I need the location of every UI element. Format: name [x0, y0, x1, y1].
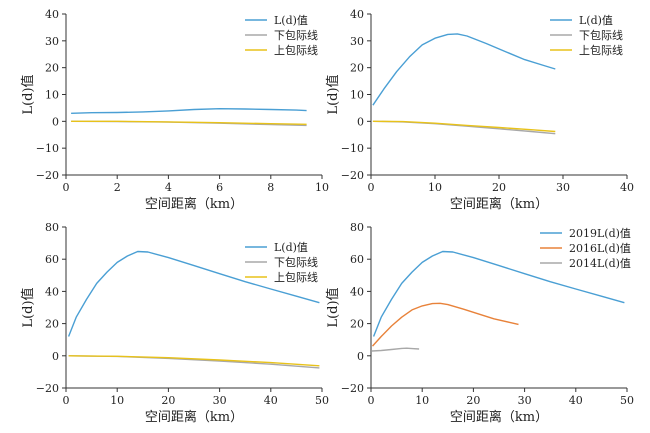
- y-tick-label: 40: [45, 285, 59, 298]
- legend-label-1: L(d)值: [274, 241, 308, 254]
- series-line-3: [68, 355, 320, 367]
- y-axis-label: L(d)值: [325, 287, 341, 327]
- series-line-1: [372, 33, 556, 106]
- series-line-3: [371, 347, 420, 352]
- y-tick-label: 40: [45, 8, 59, 21]
- y-tick-label: 60: [350, 253, 364, 266]
- x-tick-label: 0: [63, 394, 70, 407]
- x-axis-label: 空间距离（km）: [145, 409, 243, 425]
- x-tick-label: 6: [216, 181, 223, 194]
- legend: 2019L(d)值 2016L(d)值 2014L(d)值: [540, 227, 631, 270]
- y-tick-label: −10: [36, 142, 59, 155]
- x-tick-label: 4: [165, 181, 172, 194]
- legend-label-3: 上包际线: [274, 43, 318, 57]
- y-tick-label: 20: [350, 318, 364, 331]
- y-tick-label: 30: [350, 35, 364, 48]
- legend-label-2: 下包际线: [274, 255, 318, 269]
- y-tick-label: 30: [45, 35, 59, 48]
- y-tick-label: −10: [341, 142, 364, 155]
- y-tick-label: 40: [350, 8, 364, 21]
- series-line-2: [372, 120, 556, 135]
- series-line-3: [372, 120, 556, 133]
- y-tick-label: −20: [341, 382, 364, 395]
- x-tick-label: 10: [110, 394, 124, 407]
- y-tick-label: 60: [45, 253, 59, 266]
- y-tick-label: −20: [341, 169, 364, 182]
- legend-label-2: 下包际线: [274, 28, 318, 42]
- y-tick-label: −20: [36, 382, 59, 395]
- x-tick-label: 30: [556, 181, 570, 194]
- x-tick-label: 40: [569, 394, 583, 407]
- x-tick-label: 50: [315, 394, 329, 407]
- legend-label-1: 2019L(d)值: [569, 227, 631, 240]
- x-tick-label: 30: [213, 394, 227, 407]
- x-tick-label: 20: [492, 181, 506, 194]
- y-tick-label: 80: [350, 221, 364, 234]
- y-axis-label: L(d)值: [325, 74, 341, 114]
- y-tick-label: 20: [45, 62, 59, 75]
- y-tick-label: 10: [350, 89, 364, 102]
- x-tick-label: 40: [264, 394, 278, 407]
- x-tick-label: 50: [620, 394, 634, 407]
- legend-label-3: 2014L(d)值: [569, 257, 631, 270]
- x-tick-label: 10: [415, 394, 429, 407]
- legend-label-1: L(d)值: [274, 14, 308, 27]
- y-tick-label: 40: [350, 285, 364, 298]
- legend-label-1: L(d)值: [579, 14, 613, 27]
- x-tick-label: 20: [466, 394, 480, 407]
- legend-label-3: 上包际线: [274, 270, 318, 284]
- series-line-2: [68, 355, 320, 369]
- chart-panel-4: −20 0 20 40 60 80 0 10 20 30 40 50 空间距离（km） L(d)值 2019…: [325, 221, 634, 425]
- legend-label-2: 下包际线: [579, 28, 623, 42]
- series-line-1: [67, 250, 320, 337]
- y-axis-label: L(d)值: [20, 74, 36, 114]
- x-tick-label: 0: [368, 181, 375, 194]
- y-tick-label: 20: [45, 318, 59, 331]
- x-tick-label: 10: [315, 181, 329, 194]
- x-tick-label: 8: [267, 181, 274, 194]
- x-tick-label: 30: [518, 394, 532, 407]
- series-line-2: [371, 302, 519, 347]
- x-axis-label: 空间距离（km）: [450, 196, 548, 212]
- x-axis-label: 空间距离（km）: [145, 196, 243, 212]
- x-tick-label: 2: [114, 181, 121, 194]
- x-tick-label: 10: [428, 181, 442, 194]
- x-axis-label: 空间距离（km）: [450, 409, 548, 425]
- y-axis-label: L(d)值: [20, 287, 36, 327]
- y-tick-label: −20: [36, 169, 59, 182]
- x-tick-label: 0: [368, 394, 375, 407]
- legend-label-3: 上包际线: [579, 43, 623, 57]
- legend-label-2: 2016L(d)值: [569, 242, 631, 255]
- x-tick-label: 40: [620, 181, 634, 194]
- series-line-1: [372, 250, 625, 337]
- y-tick-label: 10: [45, 89, 59, 102]
- y-tick-label: 0: [52, 350, 59, 363]
- y-tick-label: 0: [357, 115, 364, 128]
- x-tick-label: 20: [161, 394, 175, 407]
- x-tick-label: 0: [63, 181, 70, 194]
- y-tick-label: 0: [52, 115, 59, 128]
- y-tick-label: 20: [350, 62, 364, 75]
- y-tick-label: 80: [45, 221, 59, 234]
- series-line-3: [71, 120, 307, 125]
- y-tick-label: 0: [357, 350, 364, 363]
- series-line-1: [71, 107, 307, 114]
